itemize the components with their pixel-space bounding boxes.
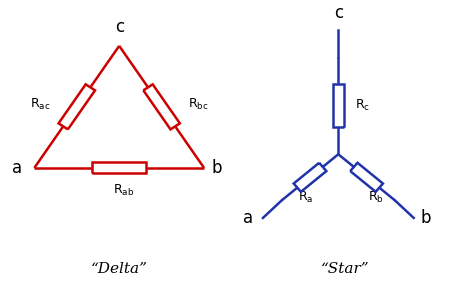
Polygon shape <box>58 84 95 129</box>
Text: c: c <box>115 18 124 37</box>
Text: R$_{\mathregular{a}}$: R$_{\mathregular{a}}$ <box>298 190 313 205</box>
Text: “Star”: “Star” <box>321 262 370 276</box>
Text: R$_{\mathregular{bc}}$: R$_{\mathregular{bc}}$ <box>188 97 208 112</box>
Text: a: a <box>12 159 23 177</box>
Polygon shape <box>333 83 344 127</box>
Text: c: c <box>334 3 343 22</box>
Text: b: b <box>421 209 431 227</box>
Text: R$_{\mathregular{c}}$: R$_{\mathregular{c}}$ <box>355 98 370 113</box>
Text: R$_{\mathregular{b}}$: R$_{\mathregular{b}}$ <box>368 190 384 205</box>
Polygon shape <box>92 162 146 173</box>
Text: b: b <box>211 159 221 177</box>
Text: R$_{\mathregular{ac}}$: R$_{\mathregular{ac}}$ <box>30 97 51 112</box>
Text: “Delta”: “Delta” <box>91 262 147 276</box>
Text: R$_{\mathregular{ab}}$: R$_{\mathregular{ab}}$ <box>113 183 135 198</box>
Polygon shape <box>143 84 180 129</box>
Text: a: a <box>243 209 254 227</box>
Polygon shape <box>294 163 327 192</box>
Polygon shape <box>350 163 383 192</box>
